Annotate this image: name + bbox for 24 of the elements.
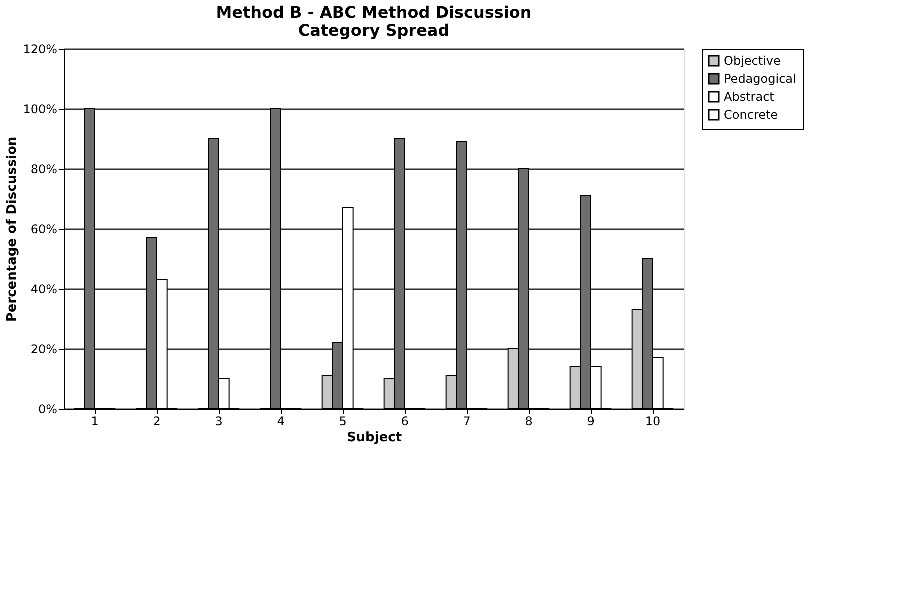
x-tick-label: 6: [401, 414, 409, 428]
x-tick-label: 5: [339, 414, 347, 428]
x-tick-label: 8: [525, 414, 533, 428]
y-tick-label: 40%: [30, 282, 58, 296]
x-tick-label: 1: [91, 414, 99, 428]
y-axis-title: Percentage of Discussion: [5, 136, 20, 322]
legend-label: Concrete: [724, 108, 778, 122]
x-tick-label: 4: [277, 414, 285, 428]
x-axis-title: Subject: [346, 430, 402, 446]
y-tick-label: 60%: [30, 222, 58, 236]
x-tick-label: 9: [587, 414, 595, 428]
y-tick-label: 80%: [30, 162, 58, 176]
legend-label: Abstract: [724, 90, 775, 104]
legend-label: Pedagogical: [724, 72, 796, 86]
chart-title: Method B - ABC Method Discussion Category Spread: [216, 3, 532, 40]
x-tick-label: 2: [153, 414, 161, 428]
y-tick-label: 100%: [23, 102, 58, 116]
y-tick-label: 120%: [23, 42, 58, 56]
x-tick-label: 10: [645, 414, 661, 428]
x-tick-label: 3: [215, 414, 223, 428]
x-tick-label: 7: [463, 414, 471, 428]
y-tick-label: 20%: [30, 342, 58, 356]
y-tick-label: 0%: [38, 402, 58, 416]
legend-label: Objective: [724, 54, 781, 68]
